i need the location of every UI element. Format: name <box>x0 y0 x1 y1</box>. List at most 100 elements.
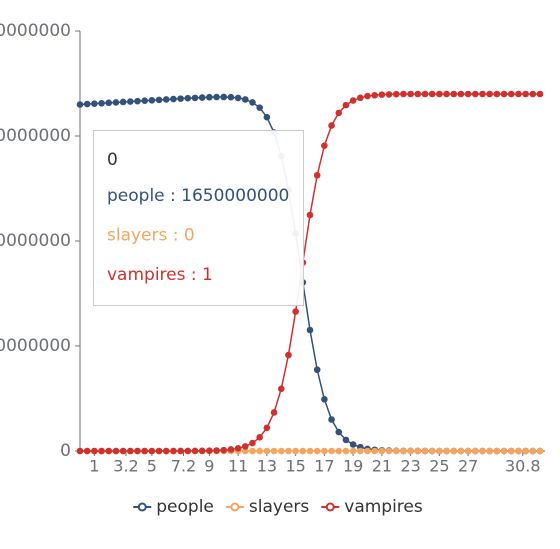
tooltip-series-name: vampires <box>107 265 186 285</box>
data-point <box>421 447 429 455</box>
data-point <box>227 93 235 101</box>
tooltip-separator: : <box>185 265 202 285</box>
data-point <box>234 94 242 102</box>
data-point <box>500 447 508 455</box>
data-point <box>436 447 443 455</box>
data-point <box>428 90 436 98</box>
legend-label: slayers <box>249 497 310 517</box>
data-point <box>170 447 177 455</box>
data-point <box>277 447 285 455</box>
data-point <box>234 445 242 452</box>
data-point <box>134 447 141 455</box>
data-point <box>493 90 501 98</box>
data-point <box>213 447 220 454</box>
data-point <box>328 447 335 455</box>
x-tick-label: 5 <box>147 457 157 476</box>
legend-icon-dot <box>137 502 147 512</box>
data-point <box>500 90 508 98</box>
data-point <box>536 90 544 98</box>
data-point <box>277 385 285 393</box>
data-point <box>515 90 522 98</box>
legend-label: people <box>156 497 214 517</box>
data-point <box>306 211 314 219</box>
data-point <box>428 447 436 455</box>
data-point <box>191 94 199 102</box>
y-tick-label: 2000000000 <box>0 21 71 41</box>
data-point <box>529 447 537 455</box>
tooltip-row: slayers : 0 <box>107 226 195 246</box>
data-point <box>285 351 292 359</box>
data-point <box>184 94 192 102</box>
data-point <box>191 447 199 455</box>
data-point <box>299 447 307 455</box>
data-point <box>515 447 522 455</box>
x-tick-label: 1 <box>89 457 99 476</box>
data-point <box>292 308 299 315</box>
data-point <box>285 447 292 455</box>
data-point <box>148 447 156 455</box>
legend-icon-dot <box>325 502 335 512</box>
data-point <box>162 96 170 103</box>
x-tick-label: 25 <box>429 457 449 476</box>
data-point <box>263 424 271 432</box>
data-point <box>457 447 465 455</box>
data-point <box>170 95 177 103</box>
data-point <box>105 447 113 455</box>
data-point <box>357 94 364 102</box>
data-point <box>134 97 141 105</box>
tooltip-row: vampires : 1 <box>107 265 213 285</box>
data-point <box>464 447 472 455</box>
data-point <box>349 97 357 104</box>
data-point <box>177 95 184 102</box>
data-point <box>256 434 263 441</box>
data-point <box>220 93 228 101</box>
data-point <box>472 90 479 98</box>
data-point <box>198 94 206 101</box>
data-point <box>263 447 271 455</box>
data-point <box>357 447 364 455</box>
data-point <box>98 99 105 107</box>
data-point <box>414 447 422 455</box>
data-point <box>177 447 184 455</box>
data-point <box>98 447 105 455</box>
data-point <box>198 447 206 455</box>
data-point <box>91 447 98 455</box>
data-point <box>292 447 299 455</box>
data-point <box>364 92 371 100</box>
data-point <box>220 446 228 454</box>
data-point <box>306 447 314 455</box>
data-point <box>141 447 148 455</box>
tooltip-box <box>93 130 304 306</box>
data-point <box>263 113 271 121</box>
data-point <box>127 447 134 455</box>
data-point <box>249 439 256 447</box>
data-point <box>443 90 450 98</box>
data-point <box>184 447 192 455</box>
x-tick-label: 11 <box>228 457 248 476</box>
data-point <box>493 447 501 455</box>
data-point <box>486 447 493 455</box>
data-point <box>443 447 450 455</box>
data-point <box>206 447 213 455</box>
data-point <box>76 447 84 455</box>
data-point <box>83 447 91 455</box>
data-point <box>342 447 350 455</box>
data-point <box>141 97 148 105</box>
x-tick-label: 15 <box>285 457 305 476</box>
legend-item: people <box>133 497 214 517</box>
data-point <box>83 100 91 108</box>
data-point <box>155 96 163 104</box>
data-point <box>414 90 422 98</box>
data-point <box>91 100 98 107</box>
data-point <box>313 366 321 374</box>
legend: people slayers vampires <box>133 497 423 517</box>
data-point <box>270 447 278 455</box>
data-point <box>335 447 343 455</box>
data-point <box>364 447 371 455</box>
data-point <box>112 447 120 455</box>
legend-icon-dot <box>230 502 240 512</box>
data-point <box>536 447 544 455</box>
x-tick-label: 30.8 <box>505 457 541 476</box>
data-point <box>256 104 263 111</box>
